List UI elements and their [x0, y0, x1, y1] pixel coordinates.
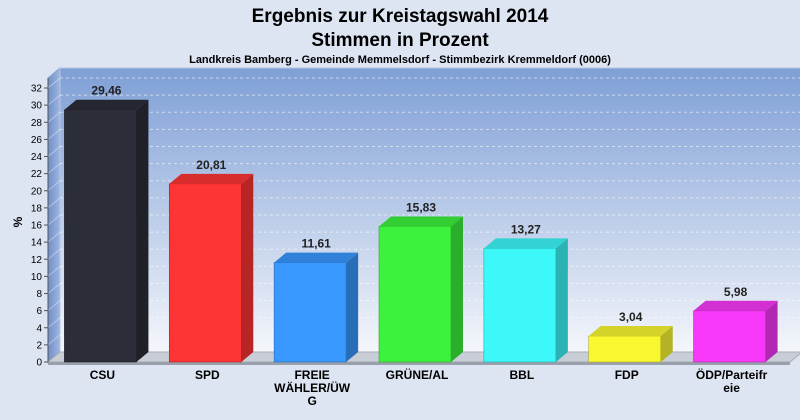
x-tick-label-line: G [307, 394, 316, 408]
gridline-depth [47, 334, 61, 346]
bar [168, 173, 254, 363]
bar [693, 300, 778, 363]
plot-side-wall [47, 66, 61, 364]
x-tick-label-line: eie [723, 381, 740, 395]
bar-top [693, 300, 778, 311]
bar-top [64, 99, 149, 110]
bar [378, 216, 463, 363]
y-tick-label: 8 [36, 289, 42, 300]
x-tick-label-line: FREIE [294, 368, 329, 382]
data-label: 5,98 [724, 285, 748, 299]
bar-top [274, 252, 359, 263]
y-tick-label: 24 [31, 152, 43, 163]
y-tick-label: 18 [31, 203, 43, 214]
bar-side [555, 238, 568, 362]
bar-front [168, 183, 242, 363]
y-tick-label: 4 [36, 323, 42, 334]
gridline-depth [47, 248, 61, 260]
y-tick-label: 14 [31, 238, 43, 249]
y-tick-label: 12 [31, 255, 43, 266]
data-label: 13,27 [511, 222, 541, 236]
data-label: 15,83 [406, 200, 436, 214]
x-tick-label: BBL [510, 368, 535, 382]
gridline-depth [47, 214, 61, 226]
gridline-depth [47, 111, 61, 123]
bar-top [483, 238, 568, 249]
x-tick-label: SPD [195, 368, 220, 382]
bar-front [64, 109, 137, 363]
bar-side [765, 300, 778, 362]
y-tick-label: 2 [36, 340, 42, 351]
x-tick-label: CSU [90, 368, 115, 382]
y-tick-label: 26 [31, 135, 43, 146]
x-tick-label-line: SPD [195, 368, 220, 382]
plot-floor-edge [48, 362, 790, 365]
y-tick-label: 0 [36, 358, 42, 369]
bar [273, 252, 359, 363]
data-label: 29,46 [91, 84, 121, 98]
bar-front [378, 226, 452, 363]
bar-top [379, 216, 463, 227]
gridline-depth [47, 317, 61, 329]
y-axis-label: % [11, 216, 25, 227]
gridline-depth [47, 300, 61, 312]
bar-front [483, 248, 557, 363]
x-tick-label-line: GRÜNE/AL [386, 367, 449, 382]
bar [64, 99, 149, 363]
x-tick-label: FDP [615, 368, 639, 382]
bar-side [660, 325, 673, 362]
y-tick-label: 6 [36, 306, 42, 317]
y-tick-label: 20 [31, 186, 43, 197]
bar-side [451, 216, 463, 362]
bar-side [241, 173, 254, 362]
chart-title: Ergebnis zur Kreistagswahl 2014 [251, 6, 549, 27]
bar-front [273, 262, 347, 363]
bar-front [588, 335, 662, 363]
gridline-depth [47, 231, 61, 243]
gridline-depth [47, 94, 61, 106]
bar-side [136, 99, 149, 362]
x-tick-label: ÖDP/Parteifr eie [696, 367, 768, 395]
x-tick-label: FREIE WÄHLER/ÜW G [274, 368, 351, 408]
chart-subtitle: Stimmen in Prozent [311, 30, 489, 51]
chart-caption: Landkreis Bamberg - Gemeinde Memmelsdorf… [189, 54, 611, 66]
y-tick-label: 30 [31, 101, 43, 112]
y-tick-label: 22 [31, 169, 43, 180]
bar-top [588, 325, 673, 336]
gridline-depth [47, 146, 61, 157]
gridline-depth [47, 265, 61, 277]
bar-side [346, 252, 359, 362]
x-tick-label-line: WÄHLER/ÜW [274, 380, 351, 395]
bar-top [169, 173, 254, 184]
x-tick-label-line: CSU [90, 368, 115, 382]
x-tick-label-line: FDP [615, 368, 639, 382]
data-label: 3,04 [619, 310, 643, 324]
bar [588, 325, 673, 363]
y-tick-label: 28 [31, 118, 43, 129]
gridline-depth [47, 197, 61, 209]
bar [483, 238, 568, 363]
data-label: 20,81 [196, 158, 226, 172]
x-tick-label-line: ÖDP/Parteifr [696, 367, 768, 382]
gridline-depth [47, 128, 61, 140]
gridline-depth [47, 77, 61, 89]
y-tick-label: 16 [31, 221, 43, 232]
y-tick-label: 32 [31, 84, 43, 95]
x-tick-label-line: BBL [510, 368, 535, 382]
data-label: 11,61 [301, 237, 331, 251]
bar-front [693, 310, 766, 363]
gridline-depth [47, 180, 61, 192]
gridline-depth [47, 163, 61, 175]
y-tick-label: 10 [31, 272, 43, 283]
gridline-depth [47, 283, 61, 294]
x-tick-label: GRÜNE/AL [386, 367, 449, 382]
